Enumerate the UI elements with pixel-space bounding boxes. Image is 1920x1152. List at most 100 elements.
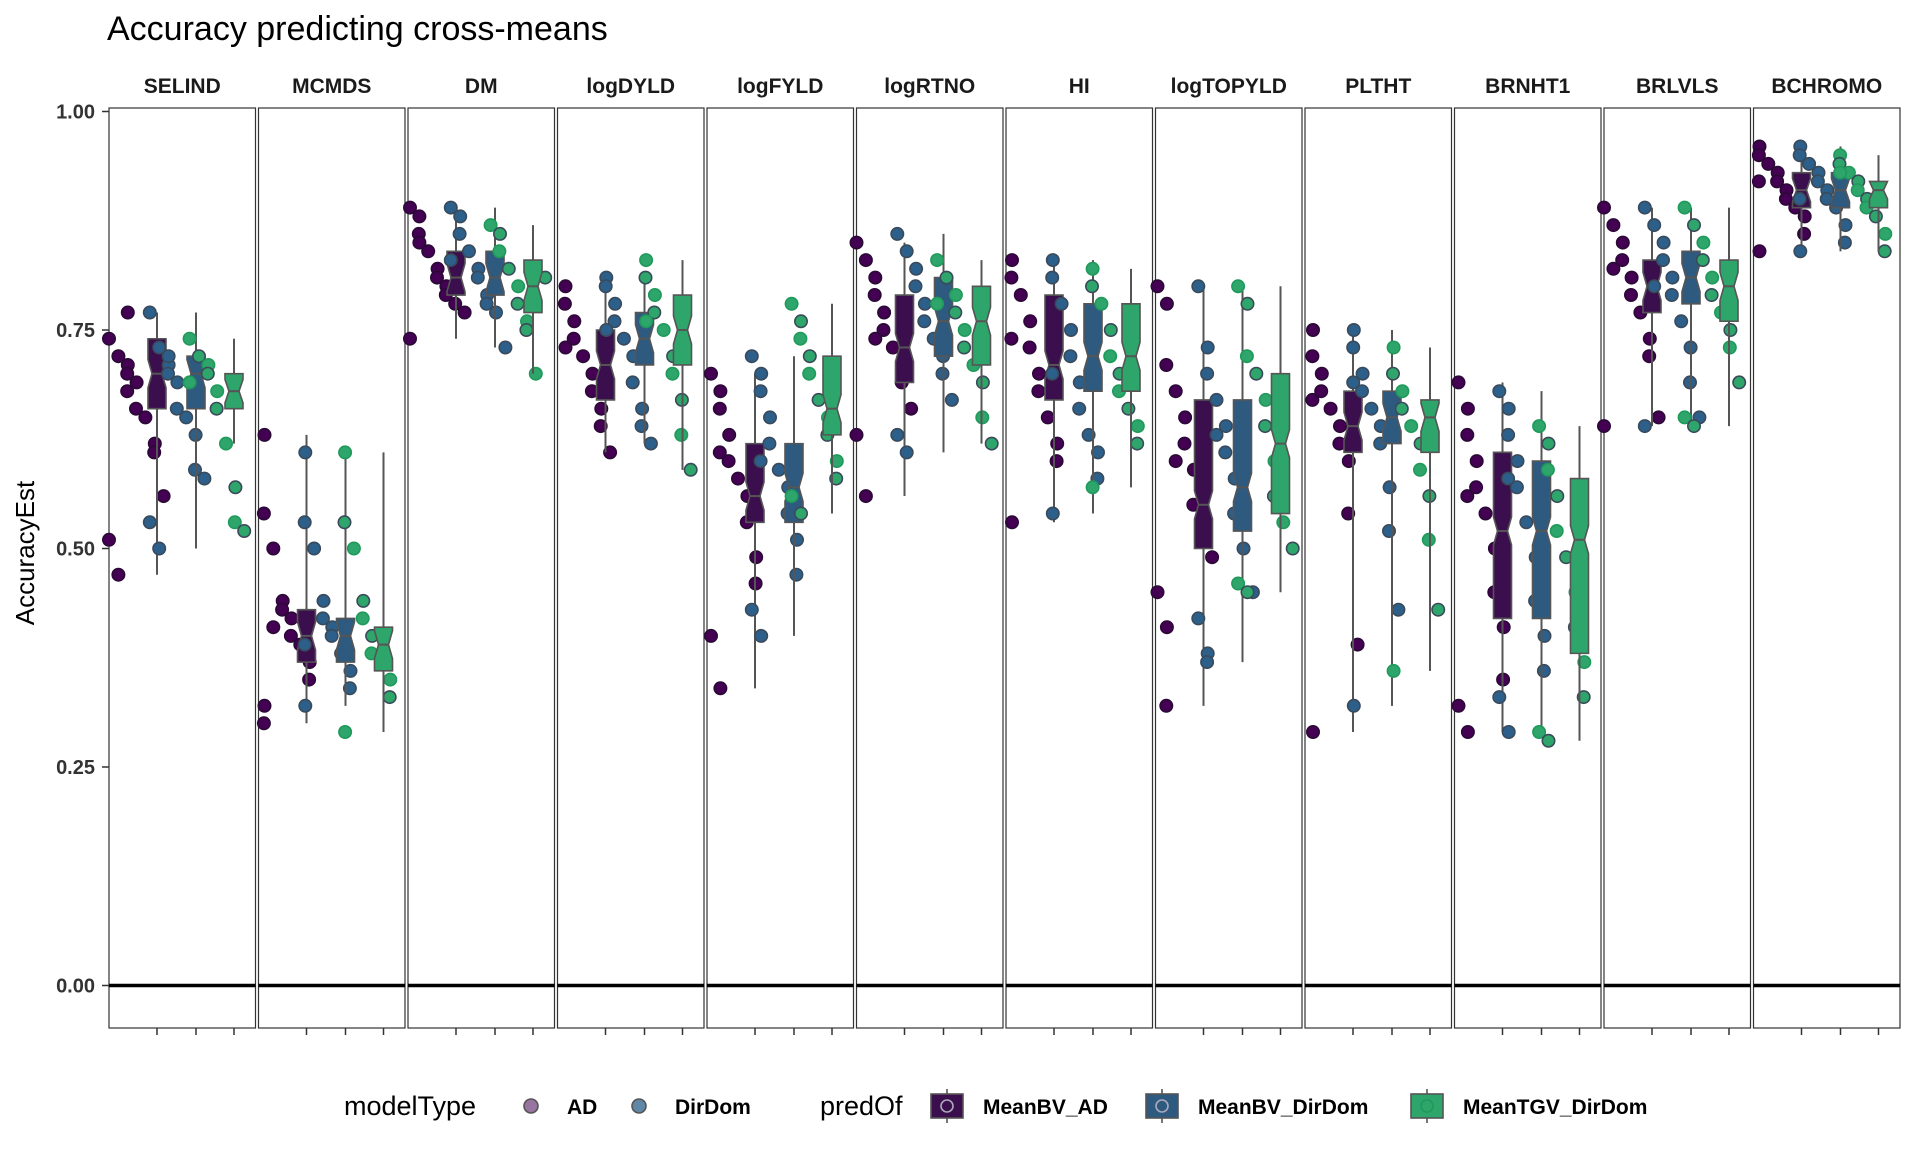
data-point (1761, 156, 1776, 171)
data-point (1541, 436, 1556, 451)
data-point (1394, 401, 1409, 416)
data-point (1045, 506, 1060, 521)
data-point (1431, 602, 1446, 617)
data-point (402, 331, 417, 346)
data-point (1085, 261, 1100, 276)
legend-key-point (940, 1099, 954, 1113)
data-point (1103, 349, 1118, 364)
data-point (192, 349, 207, 364)
data-point (1664, 287, 1679, 302)
data-point (298, 698, 313, 713)
data-point (138, 410, 153, 425)
data-point (147, 445, 162, 460)
panel-logtopyld: logTOPYLD (1150, 75, 1303, 1035)
data-point (129, 401, 144, 416)
data-point (1536, 663, 1551, 678)
data-point (944, 392, 959, 407)
data-point (1677, 410, 1692, 425)
data-point (1510, 454, 1525, 469)
data-point (1704, 287, 1719, 302)
data-point (152, 340, 167, 355)
data-point (461, 244, 476, 259)
data-point (1404, 419, 1419, 434)
data-point (1054, 296, 1069, 311)
data-point (152, 541, 167, 556)
box-body (1044, 294, 1064, 401)
data-point (849, 427, 864, 442)
data-point (793, 314, 808, 329)
data-point (346, 541, 361, 556)
legend: modelType AD DirDom predOf MeanBV_AD MeanBV_D… (344, 1089, 1647, 1123)
data-point (1576, 690, 1591, 705)
data-point (1306, 322, 1321, 337)
y-axis-label: AccuracyEst (10, 480, 40, 625)
data-point (867, 287, 882, 302)
box-body (1193, 399, 1214, 550)
box-body (1868, 180, 1889, 209)
data-point (749, 550, 764, 565)
data-point (197, 471, 212, 486)
data-point (1218, 419, 1233, 434)
data-point (1305, 392, 1320, 407)
data-point (930, 253, 945, 268)
data-point (957, 340, 972, 355)
data-point (1778, 191, 1793, 206)
panel-mcmds: MCMDS (256, 75, 406, 1035)
box-body (1420, 399, 1440, 454)
data-point (1624, 270, 1639, 285)
data-point (899, 445, 914, 460)
data-point (501, 261, 516, 276)
box-body (1531, 460, 1552, 620)
legend-key-box (1145, 1093, 1179, 1119)
data-point (511, 279, 526, 294)
data-point (634, 419, 649, 434)
data-point (1501, 427, 1516, 442)
data-point (1496, 620, 1511, 635)
box-body (1569, 477, 1590, 655)
data-point (1451, 375, 1466, 390)
data-point (102, 331, 117, 346)
data-point (219, 436, 234, 451)
data-point (890, 226, 905, 241)
data-point (1240, 585, 1255, 600)
data-point (1159, 698, 1174, 713)
panel-strip-label: BRNHT1 (1485, 75, 1570, 98)
data-point (917, 314, 932, 329)
data-point (1460, 489, 1475, 504)
data-point (1549, 523, 1564, 538)
data-point (1537, 628, 1552, 643)
legend-key-box (930, 1093, 964, 1119)
data-point (1285, 541, 1300, 556)
data-point (639, 253, 654, 268)
data-point (182, 375, 197, 390)
data-point (457, 305, 472, 320)
data-point (111, 567, 126, 582)
data-point (1460, 724, 1475, 739)
data-point (1838, 218, 1853, 233)
data-point (1597, 419, 1612, 434)
data-point (1103, 322, 1118, 337)
data-point (338, 724, 353, 739)
data-point (1451, 698, 1466, 713)
panel-strip-label: logTOPYLD (1171, 75, 1287, 98)
data-point (1656, 253, 1671, 268)
data-point (1177, 436, 1192, 451)
data-point (829, 471, 844, 486)
data-point (412, 235, 427, 250)
data-point (142, 515, 157, 530)
legend-key-point (1155, 1099, 1169, 1113)
data-point (1386, 663, 1401, 678)
data-point (754, 628, 769, 643)
data-point (858, 253, 873, 268)
data-point (120, 366, 135, 381)
data-point (1501, 401, 1516, 416)
data-point (1346, 340, 1361, 355)
data-point (324, 628, 339, 643)
data-point (616, 331, 631, 346)
data-point (443, 253, 458, 268)
data-point (703, 366, 718, 381)
data-point (1178, 410, 1193, 425)
data-point (412, 209, 427, 224)
data-point (721, 454, 736, 469)
data-point (1770, 174, 1785, 189)
